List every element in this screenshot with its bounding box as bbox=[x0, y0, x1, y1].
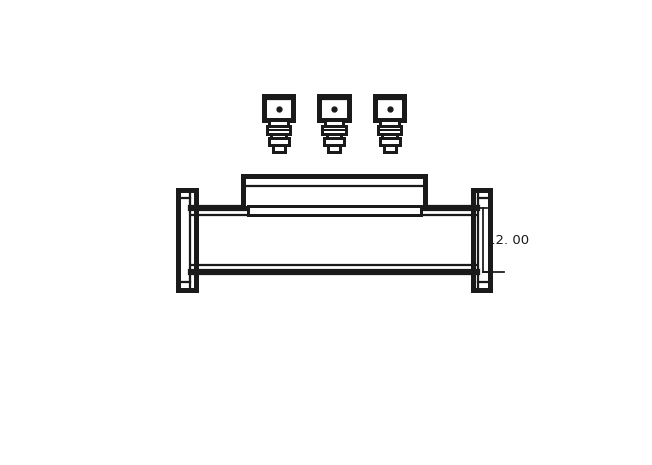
Bar bbox=[248, 206, 421, 215]
Bar bbox=[383, 134, 397, 138]
Bar bbox=[322, 126, 346, 134]
Bar bbox=[328, 145, 340, 153]
Bar bbox=[325, 120, 344, 126]
Bar bbox=[269, 120, 288, 126]
Bar bbox=[319, 96, 349, 120]
Bar bbox=[324, 138, 344, 145]
Bar bbox=[379, 138, 400, 145]
Bar bbox=[191, 208, 477, 272]
Bar bbox=[375, 96, 404, 120]
Bar bbox=[243, 176, 426, 208]
Bar bbox=[378, 126, 402, 134]
Bar bbox=[179, 190, 196, 290]
Text: 12. 00: 12. 00 bbox=[488, 234, 529, 247]
Bar bbox=[383, 145, 396, 153]
Bar bbox=[473, 190, 490, 290]
Bar bbox=[327, 134, 341, 138]
Bar bbox=[271, 134, 286, 138]
Bar bbox=[380, 120, 399, 126]
Bar bbox=[264, 96, 293, 120]
Bar bbox=[267, 126, 291, 134]
Bar bbox=[273, 145, 285, 153]
Bar bbox=[269, 138, 289, 145]
